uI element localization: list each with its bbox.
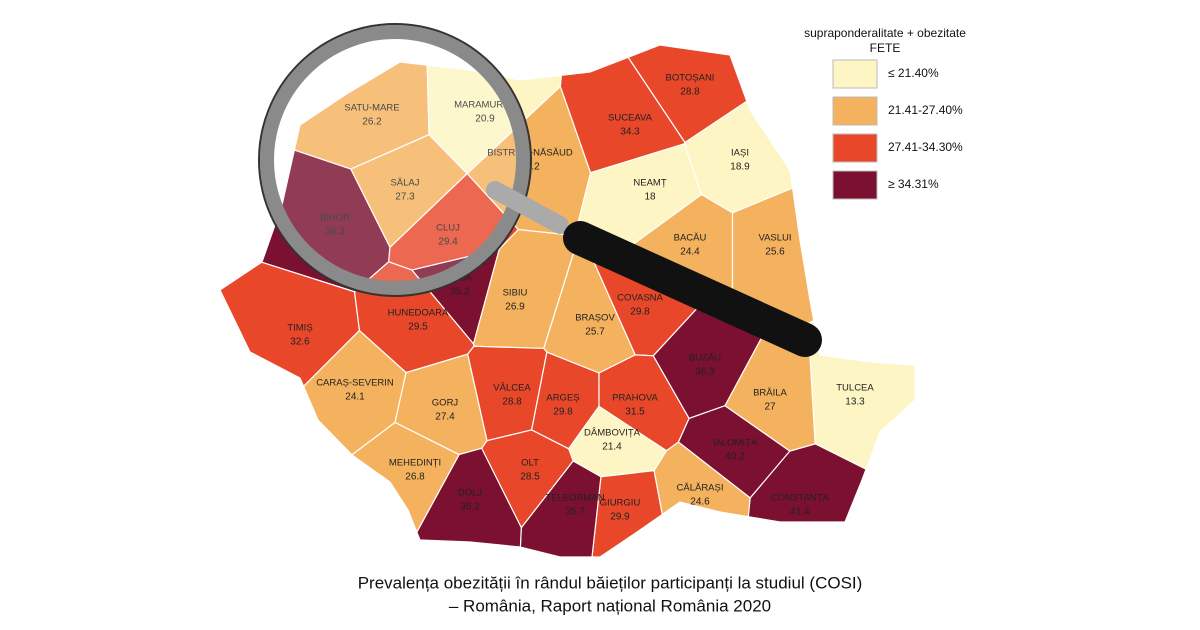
county-value: 31.5 (625, 407, 645, 418)
county-name: TULCEA (836, 383, 874, 394)
county-value: 29.5 (408, 322, 428, 333)
legend-label: ≥ 34.31% (888, 177, 939, 191)
county-name: GIURGIU (600, 498, 641, 509)
county-name: COVASNA (617, 293, 663, 304)
county-value: 41.4 (790, 507, 810, 518)
county-name: HUNEDOARA (388, 308, 449, 319)
county-name: BRĂILA (753, 388, 787, 399)
county-name: BRAȘOV (575, 313, 615, 324)
county-value: 25.6 (765, 247, 785, 258)
caption: – România, Raport național România 2020 (449, 596, 771, 615)
county-name: IALOMIȚA (713, 438, 758, 449)
county-name: DOLJ (458, 488, 483, 499)
county-value: 27 (764, 402, 776, 413)
county-value: 36.3 (695, 367, 715, 378)
county-value: 35.2 (450, 287, 470, 298)
county-value: 29.8 (630, 307, 650, 318)
county-value: 28.5 (520, 472, 540, 483)
county-name: BIHOR (320, 213, 350, 224)
county-name: CONSTANȚA (771, 493, 830, 504)
county-value: 29.9 (610, 512, 630, 523)
county-value: 18 (644, 192, 656, 203)
county-name: CĂLĂRAȘI (677, 483, 724, 494)
county-name: ARGEȘ (546, 393, 579, 404)
legend-label: ≤ 21.40% (888, 66, 939, 80)
county-value: 35.2 (460, 502, 480, 513)
county-name: CARAȘ-SEVERIN (316, 378, 394, 389)
county-value: 24.1 (345, 392, 365, 403)
county-name: MEHEDINȚI (389, 458, 441, 469)
county-name: SATU-MARE (344, 103, 399, 114)
county-value: 27.3 (395, 192, 415, 203)
county-value: 24.6 (690, 497, 710, 508)
county-name: OLT (521, 458, 539, 469)
legend-title: supraponderalitate + obezitate (804, 26, 966, 40)
county-value: 20.9 (475, 114, 495, 125)
lens-handle (563, 221, 822, 357)
lens-rim (258, 23, 532, 297)
county-name: TELEORMAN (545, 493, 604, 504)
county-name: SIBIU (503, 288, 528, 299)
legend-swatch (832, 59, 878, 89)
lens-neck (486, 181, 569, 234)
county-value: 36.3 (325, 227, 345, 238)
county-value: 32.6 (290, 337, 310, 348)
county-value: 24.4 (680, 247, 700, 258)
county-name: BOTOȘANI (666, 73, 715, 84)
county-name: DÂMBOVIȚA (584, 428, 641, 439)
county-value: 26.8 (405, 472, 425, 483)
county-value: 18.9 (730, 162, 750, 173)
county-value: 21.4 (602, 442, 622, 453)
county-value: 26.9 (505, 302, 525, 313)
county-name: IAȘI (731, 148, 749, 159)
legend-label: 27.41-34.30% (888, 140, 963, 154)
county-value: 28.8 (502, 397, 522, 408)
county-value: 29.4 (438, 237, 458, 248)
county-value: 25.7 (585, 327, 605, 338)
county-value: 35.7 (565, 507, 585, 518)
county-name: MARAMUREȘ (454, 100, 516, 111)
caption: Prevalența obezității în rândul băiețilo… (358, 573, 863, 592)
county-name: VASLUI (758, 233, 791, 244)
county-name: CLUJ (436, 223, 460, 234)
county (219, 261, 361, 388)
county-name: GORJ (432, 398, 459, 409)
legend-title: FETE (870, 41, 901, 55)
county-value: 40.2 (725, 452, 745, 463)
county-value: 27.4 (435, 412, 455, 423)
county-name: VÂLCEA (493, 383, 531, 394)
magnifier (258, 23, 822, 357)
county-name: BUZĂU (689, 353, 721, 364)
legend-swatch (832, 170, 878, 200)
county-value: 26.2 (362, 117, 382, 128)
legend-label: 21.41-27.40% (888, 103, 963, 117)
county (627, 44, 748, 144)
legend-swatch (832, 96, 878, 126)
county (747, 443, 867, 523)
lens (260, 25, 530, 295)
county-value: 34.3 (620, 127, 640, 138)
county-value: 29.8 (553, 407, 573, 418)
county-name: SUCEAVA (608, 113, 653, 124)
county (350, 421, 460, 534)
county-name: NEAMȚ (633, 178, 666, 189)
legend-swatch (832, 133, 878, 163)
county-name: TIMIȘ (287, 323, 312, 334)
county-value: 28.8 (680, 87, 700, 98)
county-name: SĂLAJ (390, 178, 419, 189)
legend: supraponderalitate + obezitate FETE ≤ 21… (804, 26, 966, 200)
county-name: BACĂU (674, 233, 707, 244)
county-value: 13.3 (845, 397, 865, 408)
county-name: PRAHOVA (612, 393, 658, 404)
county (807, 319, 916, 471)
